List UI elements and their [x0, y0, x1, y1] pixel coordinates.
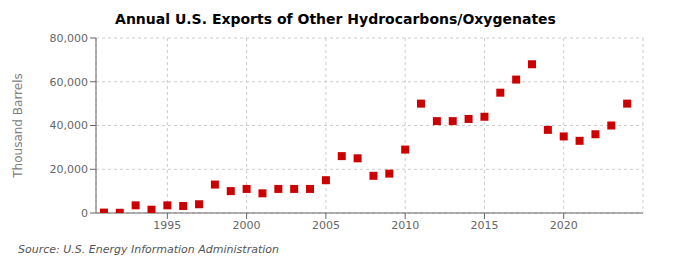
- svg-text:2020: 2020: [550, 219, 578, 232]
- svg-text:1995: 1995: [153, 219, 181, 232]
- svg-text:20,000: 20,000: [50, 163, 89, 176]
- svg-text:2000: 2000: [233, 219, 261, 232]
- html-text:Annual U.S. Exports of Other H: Annual U.S. Exports of Other Hydrocarbon…: [115, 11, 556, 27]
- svg-text:Thousand Barrels: Thousand Barrels: [11, 73, 25, 178]
- svg-text:80,000: 80,000: [50, 32, 89, 45]
- svg-text:60,000: 60,000: [50, 76, 89, 89]
- svg-text:2005: 2005: [312, 219, 340, 232]
- svg-text:40,000: 40,000: [50, 119, 89, 132]
- svg-text:2015: 2015: [470, 219, 498, 232]
- html-text:Source: U.S. Energy Informatio: Source: U.S. Energy Information Administ…: [18, 243, 279, 256]
- svg-text:0: 0: [81, 207, 88, 220]
- svg-text:2010: 2010: [391, 219, 419, 232]
